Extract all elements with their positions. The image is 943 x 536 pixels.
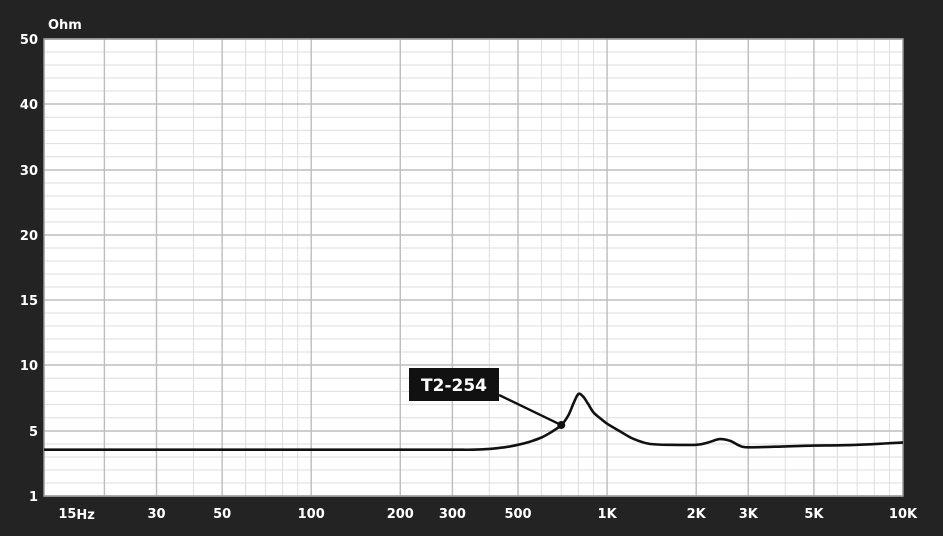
x-tick-label: 200	[387, 507, 414, 522]
x-tick-label: 10K	[889, 507, 918, 522]
x-tick-label: 100	[298, 507, 325, 522]
x-tick-label: 2K	[687, 507, 707, 522]
y-axis-label: Ohm	[48, 18, 82, 33]
y-tick-label: 15	[20, 294, 38, 309]
x-tick-label: 500	[504, 507, 531, 522]
y-tick-label: 20	[20, 229, 38, 244]
major-vertical-grid	[103, 39, 815, 496]
x-tick-label: 50	[213, 507, 231, 522]
x-tick-label: 15	[58, 507, 76, 522]
x-tick-label: 300	[439, 507, 466, 522]
annotation-leader-line	[498, 393, 562, 427]
x-tick-label: 30	[147, 507, 165, 522]
series-line-t2-254	[44, 392, 904, 452]
y-tick-label: 10	[20, 359, 38, 374]
y-tick-label: 30	[20, 164, 38, 179]
y-tick-label: 1	[29, 490, 38, 505]
x-tick-label: 3K	[739, 507, 759, 522]
annotation-label: T2-254	[421, 376, 487, 396]
x-unit-label: Hz	[76, 508, 94, 523]
plot-area	[44, 39, 903, 496]
y-tick-label: 50	[20, 33, 38, 48]
plot-border	[43, 38, 904, 497]
annotation-point	[557, 421, 566, 430]
minor-horizontal-grid	[44, 51, 903, 484]
annotation-label-box	[409, 368, 499, 401]
x-tick-label: 1K	[598, 507, 618, 522]
y-tick-label: 5	[29, 425, 38, 440]
y-tick-label: 40	[20, 98, 38, 113]
x-tick-label: 5K	[804, 507, 824, 522]
x-tick-labels: 15 30 50 100 200 300 500 1K 2K 3K 5K 10K	[58, 507, 918, 522]
